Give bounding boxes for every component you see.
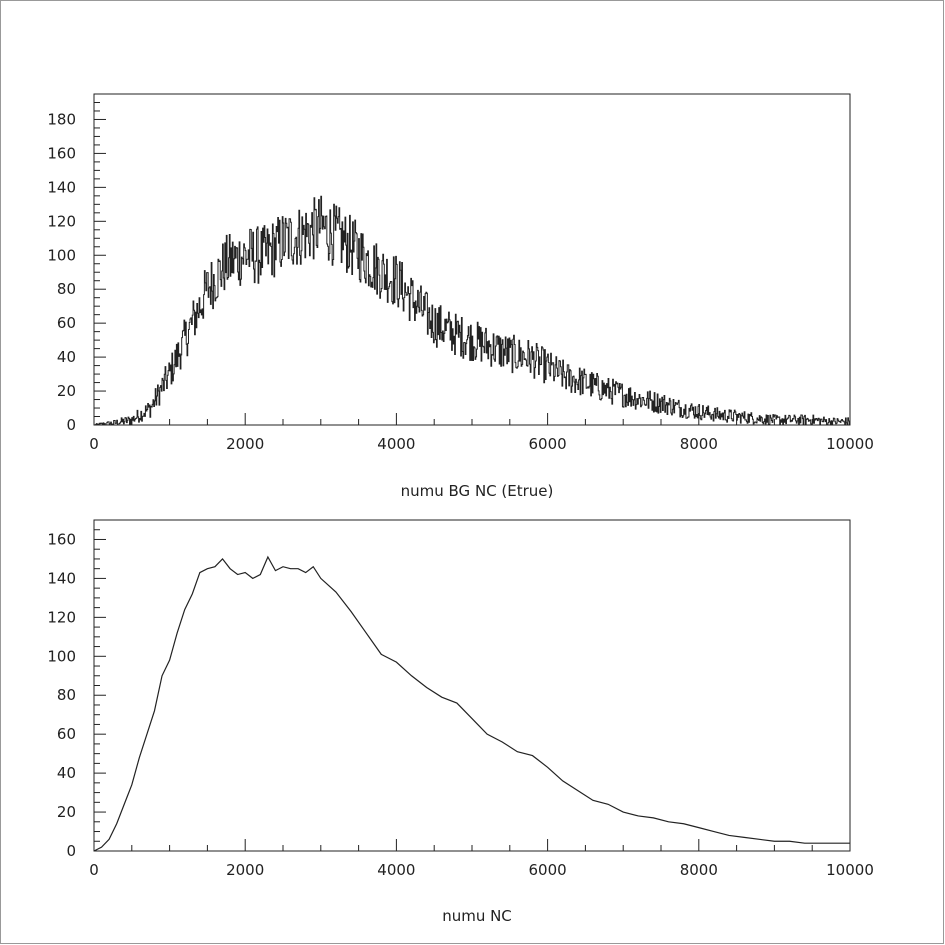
x-tick-label: 4000 <box>377 861 415 879</box>
x-tick-label: 6000 <box>529 861 567 879</box>
x-axis-label: numu BG NC (Etrue) <box>401 482 554 500</box>
y-tick-label: 120 <box>47 608 76 626</box>
y-tick-label: 40 <box>57 348 76 366</box>
y-tick-label: 40 <box>57 764 76 782</box>
y-tick-label: 80 <box>57 686 76 704</box>
y-tick-label: 160 <box>47 144 76 162</box>
x-tick-label: 10000 <box>826 861 874 879</box>
x-tick-label: 6000 <box>529 435 567 453</box>
x-tick-label: 0 <box>89 861 99 879</box>
x-axis-label: numu NC <box>442 907 512 925</box>
x-tick-label: 8000 <box>680 435 718 453</box>
x-tick-label: 4000 <box>377 435 415 453</box>
x-tick-label: 0 <box>89 435 99 453</box>
top-histogram-panel: 0 20 40 60 80 100 120 140 160 180 0 2000 4000 6000 800… <box>47 93 874 500</box>
y-tick-label: 160 <box>47 530 76 548</box>
y-tick-label: 0 <box>66 416 76 434</box>
y-tick-label: 100 <box>47 246 76 264</box>
y-tick-label: 60 <box>57 314 76 332</box>
y-tick-label: 120 <box>47 212 76 230</box>
y-tick-label: 100 <box>47 647 76 665</box>
x-tick-label: 8000 <box>680 861 718 879</box>
bottom-histogram-panel: 0 20 40 60 80 100 120 140 160 0 2000 4000 6000 8000 10… <box>47 519 874 925</box>
y-tick-label: 20 <box>57 803 76 821</box>
x-tick-label: 2000 <box>226 861 264 879</box>
x-tick-label: 2000 <box>226 435 264 453</box>
histogram-series-line <box>93 195 850 426</box>
y-tick-label: 20 <box>57 382 76 400</box>
y-tick-label: 140 <box>47 569 76 587</box>
smooth-series-line <box>93 555 850 852</box>
y-tick-label: 60 <box>57 725 76 743</box>
y-tick-label: 0 <box>66 842 76 860</box>
x-tick-label: 10000 <box>826 435 874 453</box>
y-tick-label: 80 <box>57 280 76 298</box>
y-tick-label: 180 <box>47 110 76 128</box>
y-tick-label: 140 <box>47 178 76 196</box>
